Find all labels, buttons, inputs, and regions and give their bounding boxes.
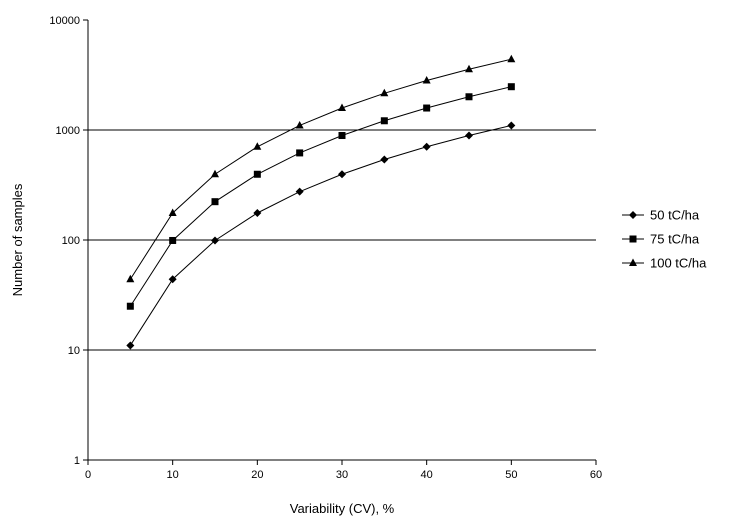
y-tick-label-1: 10	[68, 345, 80, 357]
y-tick-label-0: 1	[74, 455, 80, 467]
series-2-point-3	[253, 142, 262, 150]
series-1-point-0	[126, 302, 134, 310]
series-2-point-4	[295, 120, 304, 129]
x-tick-label-0: 0	[85, 469, 91, 481]
series-1-point-1	[169, 236, 177, 244]
series-2-point-0	[126, 274, 135, 283]
series-0-point-3	[253, 208, 262, 217]
series-2	[126, 54, 516, 283]
y-tick-label-2: 100	[62, 235, 80, 247]
series-0-point-8	[465, 131, 473, 140]
legend-label-1: 75 tC/ha	[650, 232, 700, 247]
series-1-point-6	[380, 117, 388, 125]
series-layer	[126, 54, 516, 350]
series-2-point-5	[338, 103, 346, 112]
legend-item-2: 100 tC/ha	[622, 256, 707, 271]
series-0-point-0	[126, 341, 135, 350]
y-axis-title: Number of samples	[10, 183, 25, 296]
legend-label-0: 50 tC/ha	[650, 208, 700, 223]
x-tick-label-4: 40	[421, 469, 433, 481]
x-axis-title: Variability (CV), %	[290, 501, 395, 516]
legend-label-2: 100 tC/ha	[650, 256, 707, 271]
x-tick-label-5: 50	[505, 469, 517, 481]
series-1-point-9	[507, 83, 515, 91]
series-0-point-9	[507, 121, 516, 130]
series-2-point-6	[380, 88, 389, 97]
series-2-point-2	[211, 169, 219, 178]
series-0-point-6	[380, 155, 389, 164]
legend: 50 tC/ha 75 tC/ha 100 tC/ha	[622, 208, 707, 271]
x-tick-label-1: 10	[167, 469, 179, 481]
legend-item-1: 75 tC/ha	[622, 232, 700, 247]
x-tick-label-2: 20	[251, 469, 263, 481]
x-tick-label-6: 60	[590, 469, 602, 481]
series-1-point-3	[253, 170, 261, 178]
series-2-point-9	[507, 54, 516, 63]
series-0-point-2	[211, 236, 219, 245]
y-tick-label-3: 1000	[56, 125, 80, 137]
series-line-2	[129, 58, 512, 280]
series-1-point-4	[296, 149, 304, 157]
series-0-point-7	[422, 142, 431, 151]
series-1	[126, 83, 515, 310]
x-tick-label-3: 30	[336, 469, 348, 481]
series-2-point-1	[168, 208, 177, 216]
series-0-point-4	[295, 187, 304, 196]
series-2-point-7	[422, 76, 431, 84]
series-2-point-8	[465, 64, 473, 73]
grid-lines	[88, 129, 596, 351]
series-line-1	[129, 86, 512, 307]
series-0	[126, 121, 516, 350]
series-1-point-2	[211, 198, 219, 206]
legend-marker-0	[629, 211, 637, 219]
axes: 1 10 100 1000 10000 0 10 20 30 40 50 60	[49, 15, 602, 481]
y-tick-label-4: 10000	[49, 15, 80, 27]
legend-marker-2	[629, 258, 637, 266]
series-1-point-8	[465, 93, 473, 101]
series-0-point-5	[338, 170, 346, 179]
series-line-0	[129, 124, 512, 346]
series-0-point-1	[168, 275, 177, 284]
legend-item-0: 50 tC/ha	[622, 208, 700, 223]
series-1-point-7	[423, 104, 431, 112]
legend-marker-1	[629, 235, 637, 243]
series-1-point-5	[338, 132, 346, 140]
